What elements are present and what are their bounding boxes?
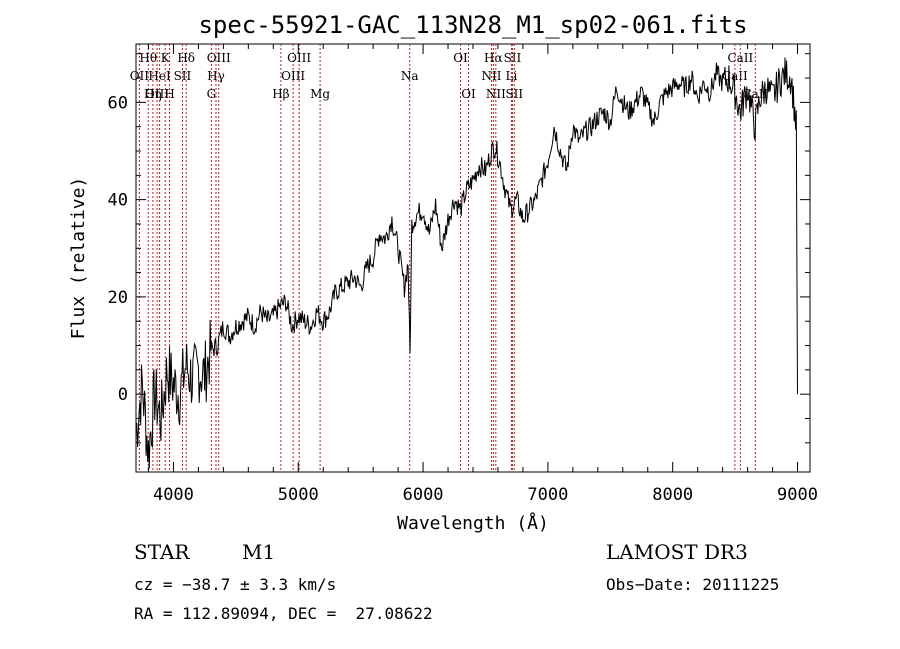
y-tick-label: 40 [108,191,128,211]
spectral-line-label: Hθ [139,51,157,65]
redshift-velocity: cz = −38.7 ± 3.3 km/s [134,575,337,594]
object-subclass: M1 [242,540,276,564]
x-tick-label: 6000 [403,485,444,505]
x-axis-label: Wavelength (Å) [397,512,549,534]
ra-dec: RA = 112.89094, DEC = 27.08622 [134,604,433,623]
spectral-line-label: NII [486,87,506,101]
x-tick-label: 8000 [652,485,693,505]
spectral-line-label: Hα [484,51,503,65]
spectrum-line [135,57,798,469]
x-tick-label: 5000 [278,485,319,505]
spectral-line-label: Na [401,69,419,83]
spectral-line-label: SII [505,87,523,101]
spectral-line-label: K [161,51,171,65]
plot-frame [135,43,811,473]
spectral-line-label: OI [453,51,468,65]
y-tick-label: 0 [118,385,128,405]
spectral-line-label: NII [481,69,501,83]
spectral-line-label: H [164,87,174,101]
spectral-line-label: OIII [145,87,169,101]
spectral-line-label: OI [461,87,476,101]
object-type: STAR [134,540,190,564]
spectral-line-label: Hδ [177,51,195,65]
spectral-line-label: SII [174,69,192,83]
spectral-line-label: OIII [207,51,231,65]
y-axis-label: Flux (relative) [68,177,89,340]
spectral-line-label: Li [506,69,518,83]
spectral-line-label: Hη [144,87,162,101]
spectral-line-label: CaII [727,51,753,65]
survey-name: LAMOST DR3 [606,540,748,564]
spectral-line-label: Hβ [272,87,289,101]
chart-title: spec-55921-GAC_113N28_M1_sp02-061.fits [198,11,747,39]
observation-date: Obs−Date: 20111225 [606,575,780,594]
spectral-line-label: HeI [148,69,171,83]
spectral-line-label: Mg [310,87,330,101]
spectral-line-label: OIII [287,51,311,65]
spectral-line-label: SII [504,51,522,65]
x-tick-label: 9000 [777,485,818,505]
spectral-line-label: G [207,87,217,101]
spectral-line-label: OIII [281,69,305,83]
x-tick-label: 4000 [153,485,194,505]
y-tick-label: 20 [108,288,128,308]
x-tick-label: 7000 [527,485,568,505]
spectral-line-label: OII [130,69,150,83]
spectral-line-label: Hγ [207,69,225,83]
chart-root: spec-55921-GAC_113N28_M1_sp02-061.fits Hθ… [68,11,818,534]
y-tick-label: 60 [108,93,128,113]
